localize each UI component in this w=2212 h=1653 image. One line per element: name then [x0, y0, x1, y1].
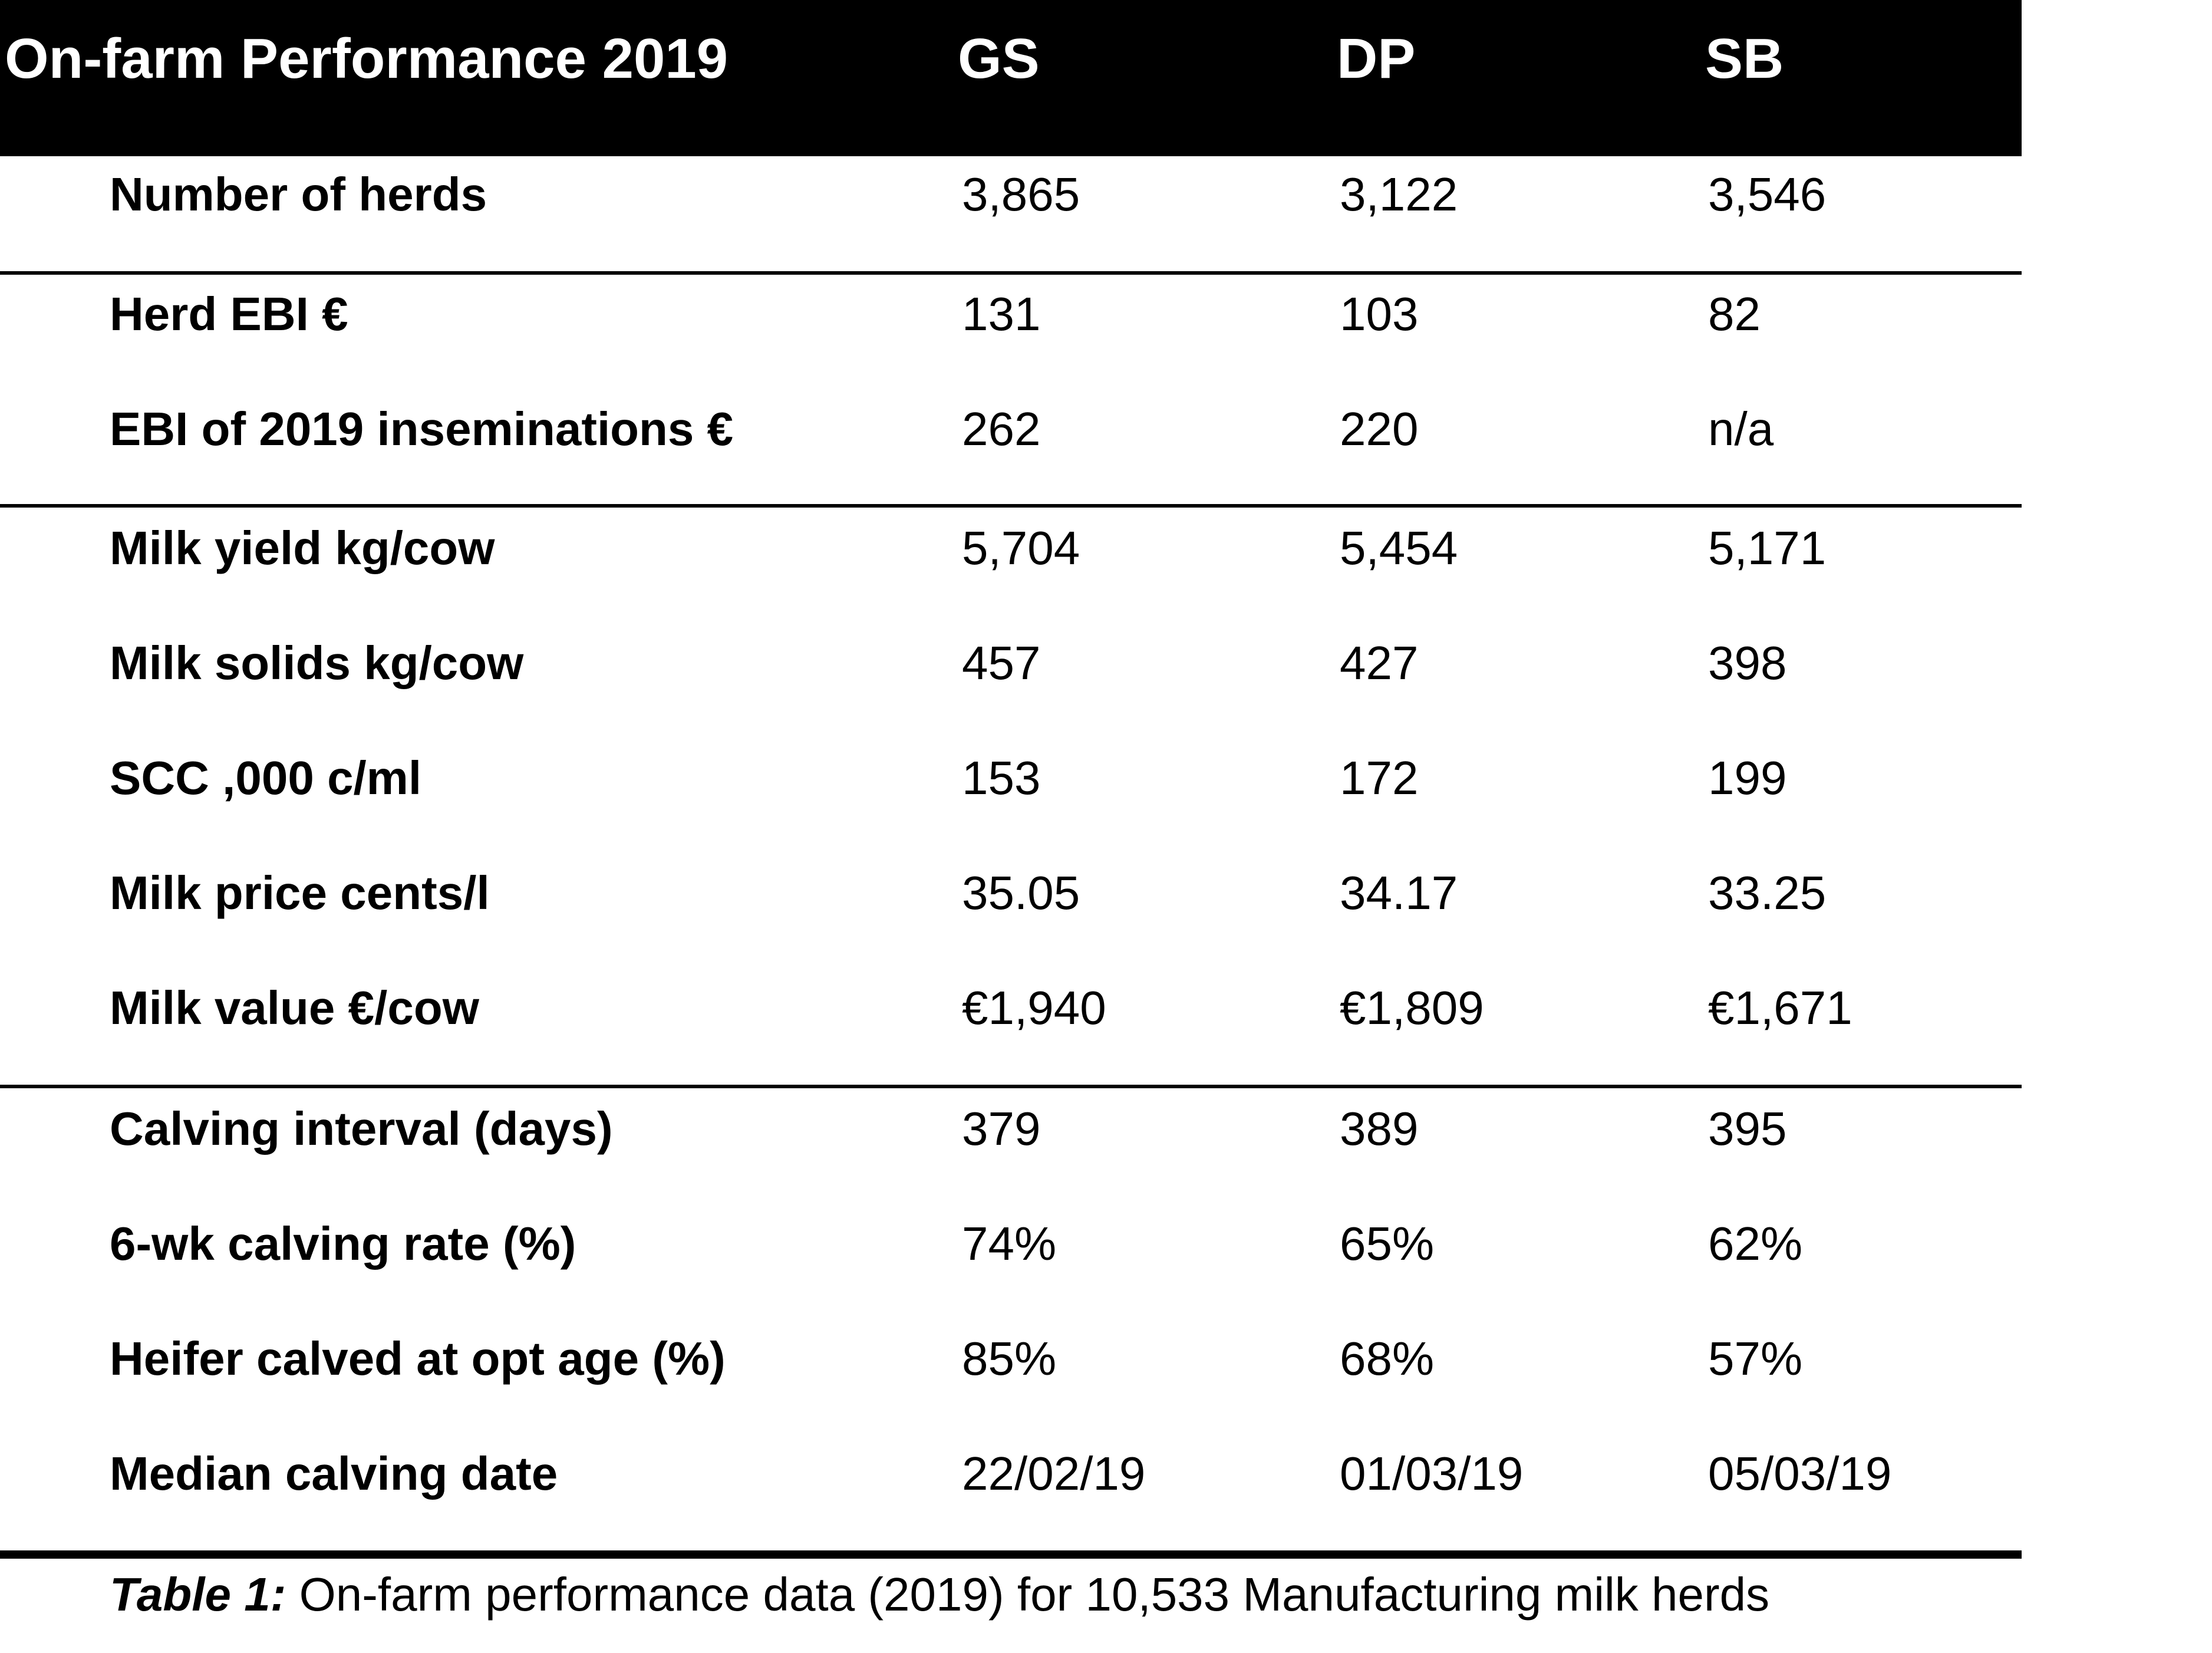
sb-value: 395	[1708, 1102, 1787, 1155]
row-label: 6-wk calving rate (%)	[110, 1217, 576, 1270]
row-label: Number of herds	[110, 168, 487, 220]
dp-value: 172	[1340, 752, 1419, 804]
gs-value: 457	[962, 637, 1041, 689]
row-label: Heifer calved at opt age (%)	[110, 1332, 726, 1385]
dp-value: €1,809	[1340, 982, 1484, 1034]
table-row: Number of herds 3,865 3,122 3,546	[0, 137, 2022, 252]
sb-value: 33.25	[1708, 867, 1827, 919]
gs-value: €1,940	[962, 982, 1106, 1034]
sb-value: 3,546	[1708, 168, 1827, 220]
sb-value: 5,171	[1708, 522, 1827, 574]
gs-value: 262	[962, 403, 1041, 455]
table-caption: Table 1: On-farm performance data (2019)…	[110, 1559, 1769, 1630]
table-title: On-farm Performance 2019	[5, 27, 728, 90]
row-label: Milk price cents/l	[110, 867, 490, 919]
sb-value: €1,671	[1708, 982, 1852, 1034]
section-divider	[0, 1085, 2022, 1088]
table-row: Calving interval (days) 379 389 395	[0, 1071, 2022, 1186]
table-row: EBI of 2019 inseminations € 262 220 n/a	[0, 371, 2022, 486]
row-label: SCC ,000 c/ml	[110, 752, 422, 804]
caption-text: On-farm performance data (2019) for 10,5…	[286, 1568, 1770, 1621]
sb-value: n/a	[1708, 403, 1774, 455]
table-row: Milk value €/cow €1,940 €1,809 €1,671	[0, 950, 2022, 1065]
caption-prefix: Table 1:	[110, 1568, 286, 1621]
table-bottom-border	[0, 1550, 2022, 1559]
table-row: 6-wk calving rate (%) 74% 65% 62%	[0, 1186, 2022, 1301]
row-label: Median calving date	[110, 1447, 558, 1500]
dp-value: 68%	[1340, 1332, 1435, 1385]
dp-value: 34.17	[1340, 867, 1458, 919]
dp-value: 220	[1340, 403, 1419, 455]
sb-value: 62%	[1708, 1217, 1803, 1270]
gs-value: 74%	[962, 1217, 1057, 1270]
table-row: Milk solids kg/cow 457 427 398	[0, 605, 2022, 720]
gs-value: 379	[962, 1102, 1041, 1155]
gs-value: 85%	[962, 1332, 1057, 1385]
column-header-dp: DP	[1337, 27, 1416, 90]
dp-value: 65%	[1340, 1217, 1435, 1270]
row-label: Milk solids kg/cow	[110, 637, 524, 689]
gs-value: 22/02/19	[962, 1447, 1146, 1500]
table-row: Herd EBI € 131 103 82	[0, 256, 2022, 371]
table-row: Median calving date 22/02/19 01/03/19 05…	[0, 1416, 2022, 1531]
table-row: Heifer calved at opt age (%) 85% 68% 57%	[0, 1301, 2022, 1416]
table-header: On-farm Performance 2019 GS DP SB	[0, 0, 2022, 156]
sb-value: 05/03/19	[1708, 1447, 1892, 1500]
section-divider	[0, 504, 2022, 508]
gs-value: 35.05	[962, 867, 1080, 919]
gs-value: 153	[962, 752, 1041, 804]
dp-value: 01/03/19	[1340, 1447, 1524, 1500]
dp-value: 427	[1340, 637, 1419, 689]
column-header-gs: GS	[958, 27, 1040, 90]
row-label: EBI of 2019 inseminations €	[110, 403, 734, 455]
dp-value: 5,454	[1340, 522, 1458, 574]
table-row: Milk yield kg/cow 5,704 5,454 5,171	[0, 490, 2022, 605]
section-divider	[0, 271, 2022, 275]
sb-value: 57%	[1708, 1332, 1803, 1385]
table-row: SCC ,000 c/ml 153 172 199	[0, 720, 2022, 835]
dp-value: 389	[1340, 1102, 1419, 1155]
sb-value: 82	[1708, 288, 1761, 340]
gs-value: 131	[962, 288, 1041, 340]
sb-value: 199	[1708, 752, 1787, 804]
row-label: Milk value €/cow	[110, 982, 479, 1034]
row-label: Milk yield kg/cow	[110, 522, 495, 574]
dp-value: 3,122	[1340, 168, 1458, 220]
column-header-sb: SB	[1705, 27, 1784, 90]
dp-value: 103	[1340, 288, 1419, 340]
sb-value: 398	[1708, 637, 1787, 689]
table-row: Milk price cents/l 35.05 34.17 33.25	[0, 835, 2022, 950]
gs-value: 5,704	[962, 522, 1080, 574]
row-label: Calving interval (days)	[110, 1102, 613, 1155]
gs-value: 3,865	[962, 168, 1080, 220]
row-label: Herd EBI €	[110, 288, 348, 340]
